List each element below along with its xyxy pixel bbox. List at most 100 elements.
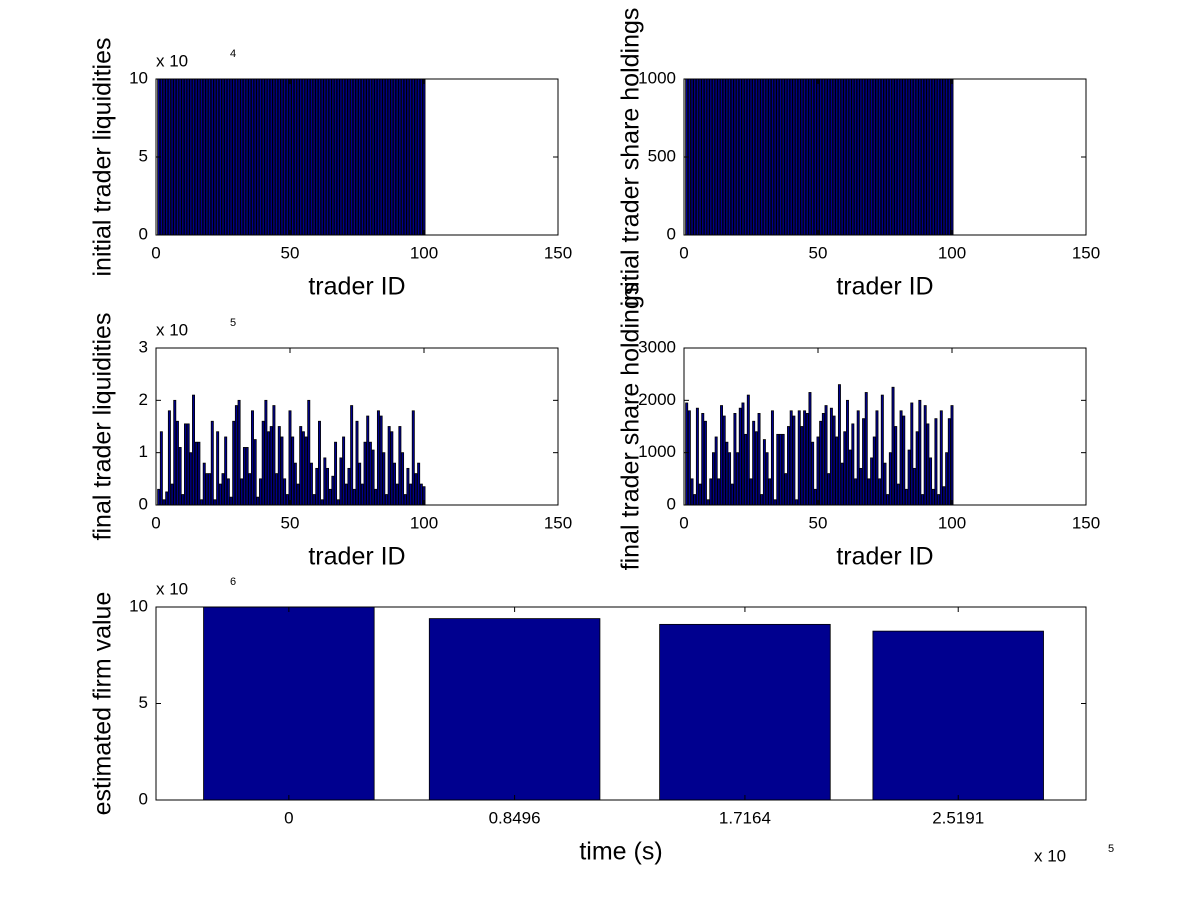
bar [240, 78, 244, 236]
bar [197, 441, 201, 506]
bar [232, 420, 236, 506]
y-tick-label: 1000 [638, 442, 676, 461]
bar [725, 441, 729, 506]
bar [728, 78, 732, 236]
x-axis-label: trader ID [836, 543, 933, 571]
bar [854, 78, 857, 236]
bar [175, 420, 179, 506]
bar [403, 494, 407, 506]
bar [744, 78, 748, 236]
bar [712, 78, 715, 236]
bar [334, 441, 338, 506]
bar [896, 483, 900, 506]
bar [355, 78, 359, 236]
bar [690, 78, 694, 236]
bar [320, 78, 324, 236]
bar [194, 78, 198, 236]
bar [886, 494, 890, 506]
bar [910, 402, 914, 506]
y-scale-base: x 10 [156, 51, 188, 70]
bar [690, 478, 694, 506]
bar [931, 488, 935, 506]
bar [277, 78, 281, 236]
bar [216, 78, 220, 236]
bar [706, 78, 710, 236]
bar [186, 78, 190, 236]
bar [816, 436, 820, 506]
bar [846, 399, 849, 506]
bar [770, 410, 774, 506]
bar [167, 410, 171, 506]
bar [264, 78, 268, 236]
x-axis-label: trader ID [836, 273, 933, 301]
bar [387, 426, 391, 506]
bar [851, 423, 855, 506]
bar [749, 78, 753, 236]
bar [285, 494, 289, 506]
y-tick-label: 10 [129, 68, 148, 87]
x-tick-label: 0 [284, 808, 293, 827]
bar [728, 452, 732, 506]
bar [406, 467, 410, 506]
bar [234, 405, 238, 506]
bar [816, 78, 820, 236]
x-tick-label: 150 [544, 243, 572, 262]
bar [913, 78, 916, 236]
bar [846, 78, 849, 236]
bar [776, 78, 780, 236]
bar [859, 467, 863, 506]
bar [385, 494, 388, 506]
bar [245, 78, 249, 236]
bar [931, 78, 935, 236]
bar [733, 413, 737, 506]
bar [221, 78, 225, 236]
bar [363, 441, 367, 506]
bar [757, 78, 761, 236]
bar [923, 78, 927, 236]
bar [414, 78, 418, 236]
bar [336, 499, 340, 506]
bar [352, 78, 356, 236]
bar [350, 78, 354, 236]
bar [315, 467, 319, 506]
bar [301, 78, 305, 236]
bar [200, 499, 204, 506]
bar [859, 78, 863, 236]
bar [242, 78, 246, 236]
bar [315, 78, 319, 236]
bar [942, 78, 946, 236]
bar [762, 78, 766, 236]
bar [355, 420, 359, 506]
bar [784, 473, 788, 506]
bar [259, 478, 262, 506]
bar [307, 399, 311, 506]
bar [848, 449, 852, 506]
bar [878, 78, 882, 236]
bar [701, 78, 705, 236]
bar [872, 630, 1044, 801]
x-tick-label: 2.5191 [932, 808, 984, 827]
bar [371, 449, 375, 506]
bar [210, 420, 214, 506]
bar [886, 78, 890, 236]
bar [870, 78, 874, 236]
bar [937, 494, 941, 506]
bar [382, 452, 386, 506]
bar [784, 78, 788, 236]
bar [224, 78, 228, 236]
bar [283, 478, 287, 506]
bar [393, 462, 396, 506]
bar [331, 475, 335, 506]
bar [760, 78, 764, 236]
bar [419, 483, 423, 506]
bar [792, 78, 796, 236]
bar [800, 426, 804, 506]
bar [251, 78, 254, 236]
bar [376, 410, 380, 506]
bar [899, 410, 903, 506]
y-tick-label: 500 [648, 146, 676, 165]
x-axis-label: trader ID [308, 273, 405, 301]
bar [296, 483, 300, 506]
bar [856, 78, 860, 236]
bar [226, 478, 230, 506]
